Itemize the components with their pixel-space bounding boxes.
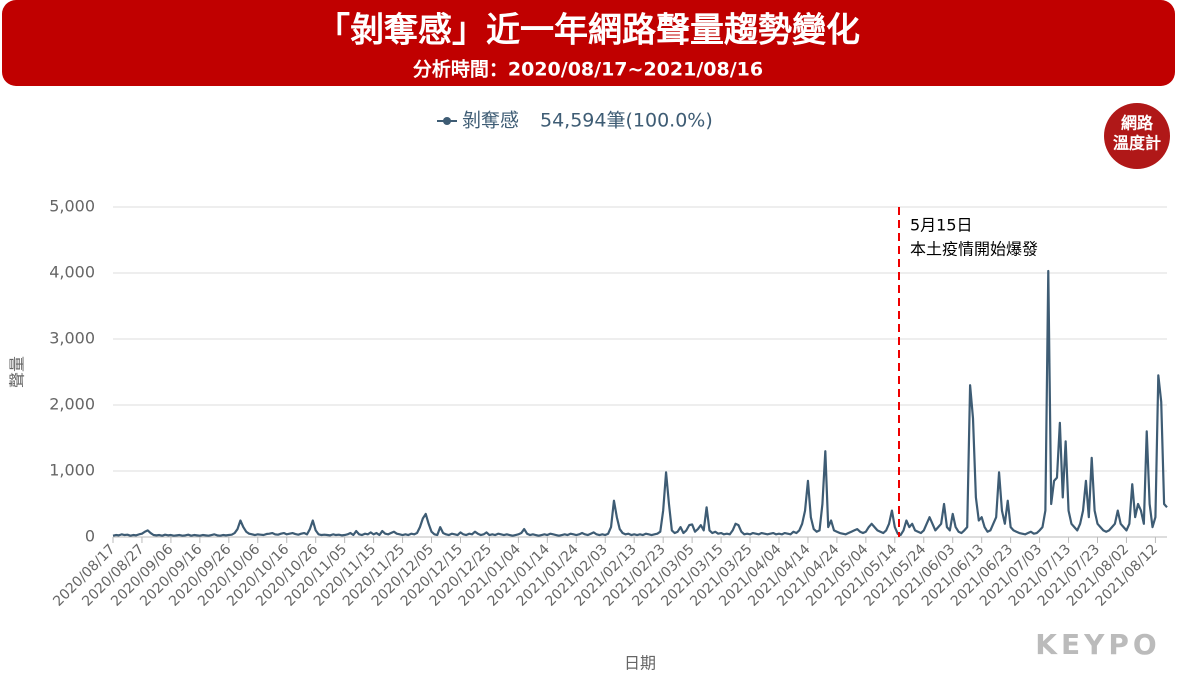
- annotation-text: 本土疫情開始爆發: [910, 240, 1038, 259]
- chart-subtitle: 分析時間：2020/08/17~2021/08/16: [413, 58, 763, 81]
- y-tick-label: 5,000: [49, 197, 95, 216]
- legend-value: 54,594筆(100.0%): [540, 110, 713, 132]
- y-axis-label: 聲量: [8, 356, 27, 388]
- legend-marker: [443, 117, 451, 125]
- y-tick-label: 2,000: [49, 395, 95, 414]
- header-banner: [2, 0, 1175, 86]
- chart-title: 「剝奪感」近一年網路聲量趨勢變化: [316, 11, 860, 51]
- y-tick-label: 4,000: [49, 263, 95, 282]
- badge-line: 溫度計: [1113, 134, 1161, 153]
- y-tick-label: 1,000: [49, 461, 95, 480]
- x-axis-label: 日期: [624, 654, 656, 673]
- data-line: [112, 269, 1168, 537]
- y-tick-label: 3,000: [49, 329, 95, 348]
- logo: KEYPO: [1035, 628, 1160, 661]
- y-tick-label: 0: [85, 527, 95, 546]
- badge-line: 網路: [1121, 114, 1154, 133]
- annotation-text: 5月15日: [910, 216, 973, 235]
- badge: [1104, 103, 1170, 169]
- legend-name: 剝奪感: [462, 110, 519, 132]
